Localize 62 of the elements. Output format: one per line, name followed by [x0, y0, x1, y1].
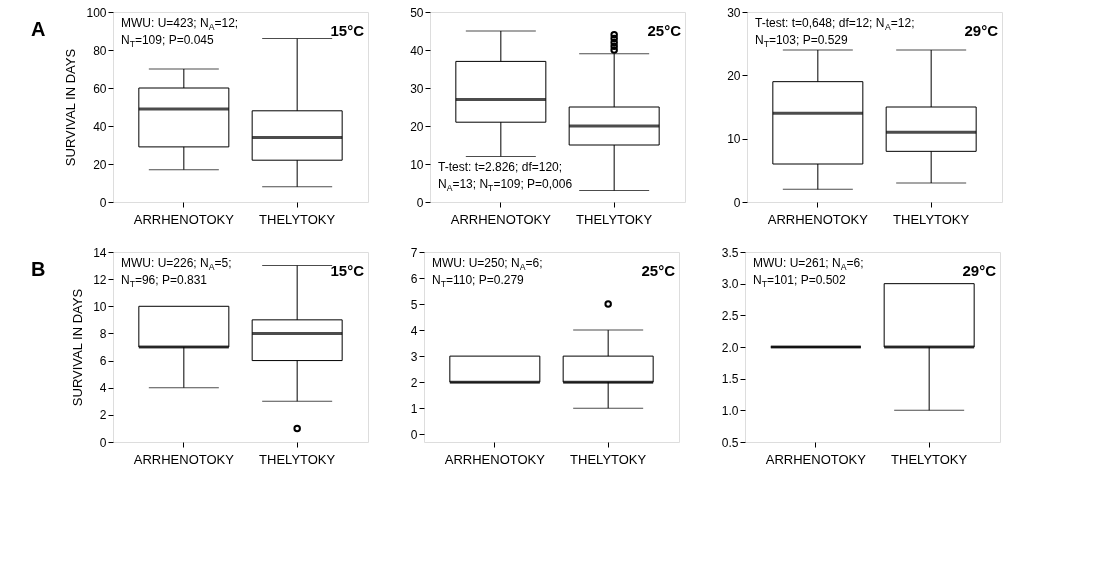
y-tick-label: 80 [93, 43, 107, 58]
y-tick-label: 6 [410, 271, 418, 286]
y-tick-label: 0 [410, 427, 418, 442]
y-tick-label: 1 [410, 401, 418, 416]
y-tick-label: 40 [93, 119, 107, 134]
y-tick-label: 10 [93, 299, 107, 314]
text: 25°C [641, 262, 676, 279]
x-tick-label: THELYTOKY [570, 451, 647, 467]
x-tick-label: THELYTOKY [259, 211, 336, 227]
y-tick-label: 3.5 [721, 245, 739, 260]
x-tick-label: ARRHENOTOKY [450, 211, 552, 227]
y-tick-label: 0 [416, 195, 424, 210]
y-tick-label: 3.0 [721, 277, 739, 292]
y-tick-label: 6 [99, 354, 107, 369]
annotation: T-test: t=2.826; df=120; [438, 160, 563, 174]
text: A [31, 18, 46, 40]
x-tick-label: THELYTOKY [891, 451, 968, 467]
y-axis-title: SURVIVAL IN DAYS [63, 48, 79, 167]
text: 15°C [330, 262, 365, 279]
y-tick-label: 20 [727, 68, 741, 83]
x-tick-label: ARRHENOTOKY [444, 451, 546, 467]
x-tick-label: ARRHENOTOKY [765, 451, 867, 467]
text: 29°C [962, 262, 997, 279]
y-tick-label: 12 [93, 272, 107, 287]
y-tick-label: 2 [99, 408, 107, 423]
y-tick-label: 10 [410, 157, 424, 172]
y-tick-label: 14 [93, 245, 107, 260]
x-tick-label: THELYTOKY [259, 451, 336, 467]
x-tick-label: ARRHENOTOKY [133, 451, 235, 467]
y-tick-label: 100 [86, 5, 107, 20]
y-tick-label: 2 [410, 375, 418, 390]
text: B [31, 258, 46, 280]
y-tick-label: 7 [410, 245, 418, 260]
y-tick-label: 1.0 [721, 403, 739, 418]
y-tick-label: 20 [410, 119, 424, 134]
y-tick-label: 1.5 [721, 372, 739, 387]
y-tick-label: 10 [727, 132, 741, 147]
y-axis-title: SURVIVAL IN DAYS [70, 288, 86, 407]
y-tick-label: 0 [99, 435, 107, 450]
y-tick-label: 30 [410, 81, 424, 96]
x-tick-label: THELYTOKY [576, 211, 653, 227]
y-tick-label: 30 [727, 5, 741, 20]
y-tick-label: 8 [99, 326, 107, 341]
y-tick-label: 2.5 [721, 308, 739, 323]
y-tick-label: 0.5 [721, 435, 739, 450]
text: 25°C [647, 22, 682, 39]
y-tick-label: 4 [99, 381, 107, 396]
y-tick-label: 4 [410, 323, 418, 338]
x-tick-label: ARRHENOTOKY [767, 211, 869, 227]
y-tick-label: 40 [410, 43, 424, 58]
y-tick-label: 0 [733, 195, 741, 210]
x-tick-label: THELYTOKY [893, 211, 970, 227]
text: 15°C [330, 22, 365, 39]
y-tick-label: 60 [93, 81, 107, 96]
text: 29°C [964, 22, 999, 39]
y-tick-label: 20 [93, 157, 107, 172]
y-tick-label: 0 [99, 195, 107, 210]
y-tick-label: 2.0 [721, 340, 739, 355]
x-tick-label: ARRHENOTOKY [133, 211, 235, 227]
y-tick-label: 3 [410, 349, 418, 364]
y-tick-label: 50 [410, 5, 424, 20]
y-tick-label: 5 [410, 297, 418, 312]
